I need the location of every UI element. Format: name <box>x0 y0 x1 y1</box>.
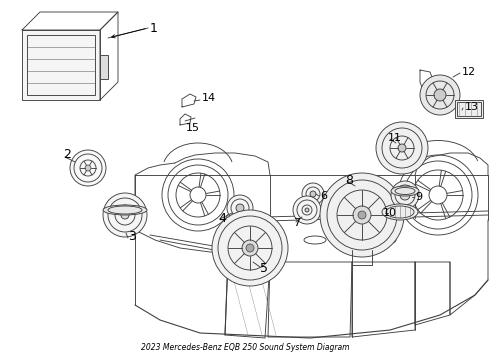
Text: 14: 14 <box>202 93 216 103</box>
Circle shape <box>420 75 460 115</box>
Bar <box>27 35 95 95</box>
Circle shape <box>353 206 371 224</box>
Text: 7: 7 <box>293 218 300 228</box>
Text: 11: 11 <box>388 133 402 143</box>
Circle shape <box>391 181 419 209</box>
Circle shape <box>398 144 406 152</box>
Circle shape <box>236 204 244 212</box>
Circle shape <box>293 196 321 224</box>
Bar <box>457 102 481 116</box>
Circle shape <box>242 240 258 256</box>
Circle shape <box>305 208 309 212</box>
Circle shape <box>227 195 253 221</box>
Ellipse shape <box>103 205 147 215</box>
Text: 6: 6 <box>320 191 327 201</box>
Circle shape <box>302 183 324 205</box>
Circle shape <box>212 210 288 286</box>
Text: 5: 5 <box>260 261 268 274</box>
Bar <box>22 30 100 100</box>
Circle shape <box>246 244 254 252</box>
Bar <box>100 54 108 79</box>
Text: 15: 15 <box>186 123 200 133</box>
Circle shape <box>434 89 446 101</box>
Circle shape <box>103 193 147 237</box>
Circle shape <box>85 165 91 171</box>
Text: 8: 8 <box>345 174 353 186</box>
Circle shape <box>400 190 410 200</box>
Circle shape <box>121 211 129 219</box>
Bar <box>455 100 483 118</box>
Text: 10: 10 <box>383 208 397 218</box>
Circle shape <box>358 211 366 219</box>
Text: 13: 13 <box>465 102 479 112</box>
Circle shape <box>70 150 106 186</box>
Circle shape <box>320 173 404 257</box>
Circle shape <box>310 191 316 197</box>
Text: 3: 3 <box>128 230 136 243</box>
Text: 4: 4 <box>218 211 226 225</box>
Circle shape <box>376 122 428 174</box>
Text: 2023 Mercedes-Benz EQB 250 Sound System Diagram: 2023 Mercedes-Benz EQB 250 Sound System … <box>141 343 349 352</box>
Ellipse shape <box>382 204 418 220</box>
Ellipse shape <box>391 186 419 196</box>
Text: 1: 1 <box>150 22 158 35</box>
Text: 2: 2 <box>63 148 71 162</box>
Text: 9: 9 <box>415 192 422 202</box>
Text: 12: 12 <box>462 67 476 77</box>
